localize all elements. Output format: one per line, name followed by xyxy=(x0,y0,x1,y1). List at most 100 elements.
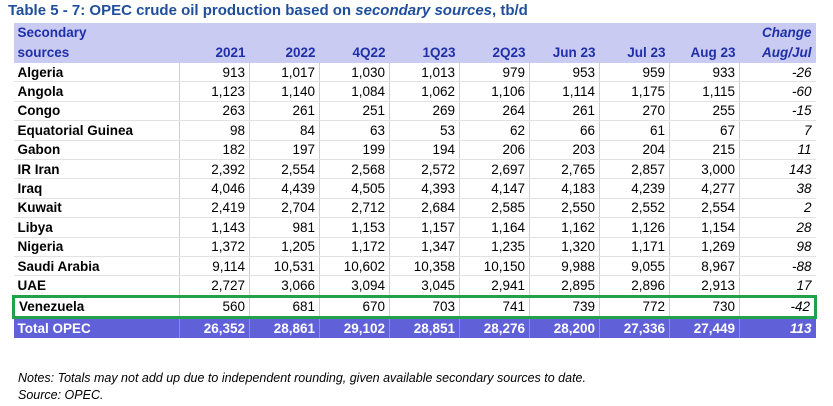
header-label-line1: Secondary xyxy=(13,23,180,42)
production-table: Secondary Change sources 2021 2022 4Q22 … xyxy=(12,23,817,339)
total-cell: 27,449 xyxy=(669,317,740,339)
value-cell: 1,347 xyxy=(389,237,460,257)
value-cell: 3,045 xyxy=(389,275,460,297)
row-label: Equatorial Guinea xyxy=(13,120,180,141)
column-header: 4Q22 xyxy=(319,42,390,63)
value-cell: 84 xyxy=(249,120,320,141)
title-main: Table 5 - 7: OPEC crude oil production b… xyxy=(8,2,356,19)
value-cell: 2,554 xyxy=(669,198,740,219)
total-cell: 29,102 xyxy=(319,317,390,339)
value-cell: 215 xyxy=(669,140,740,160)
value-cell: 269 xyxy=(389,101,460,122)
table-row: Equatorial Guinea 98 84 63 53 62 66 61 67 7 xyxy=(13,120,816,141)
row-label: Angola xyxy=(13,81,180,102)
value-cell: 1,171 xyxy=(599,237,670,257)
value-cell: 979 xyxy=(459,63,530,83)
value-cell: 1,143 xyxy=(179,217,250,238)
value-cell: 2,765 xyxy=(529,159,600,180)
header-row-1: Secondary Change xyxy=(13,23,816,42)
table-row: Gabon 182 197 199 194 206 203 204 215 11 xyxy=(13,140,816,160)
value-cell: 1,320 xyxy=(529,237,600,257)
value-cell: 1,162 xyxy=(529,217,600,238)
table-row: Saudi Arabia 9,114 10,531 10,602 10,358 10,15… xyxy=(13,256,816,277)
value-cell: 2,941 xyxy=(459,275,530,297)
value-cell: 98 xyxy=(179,120,250,141)
row-label: Venezuela xyxy=(12,294,180,320)
value-cell: 264 xyxy=(459,101,530,122)
value-cell: 681 xyxy=(249,294,320,320)
value-cell: 2,895 xyxy=(529,275,600,297)
column-header: 2Q23 xyxy=(459,42,530,63)
value-cell: 61 xyxy=(599,120,670,141)
value-cell: 1,154 xyxy=(669,217,740,238)
value-cell: 1,013 xyxy=(389,63,460,83)
value-cell: 3,066 xyxy=(249,275,320,297)
value-cell: 953 xyxy=(529,63,600,83)
value-cell: 2,896 xyxy=(599,275,670,297)
header-change-line1: Change xyxy=(739,23,816,42)
row-label: Gabon xyxy=(13,140,180,160)
value-cell: 4,505 xyxy=(319,178,390,199)
value-cell: 772 xyxy=(599,294,670,320)
value-cell: 9,988 xyxy=(529,256,600,277)
table-title: Table 5 - 7: OPEC crude oil production b… xyxy=(8,2,528,19)
table-row: Libya 1,143 981 1,153 1,157 1,164 1,162 1,126 1,… xyxy=(13,217,816,238)
value-cell: 703 xyxy=(389,294,460,320)
value-cell: 53 xyxy=(389,120,460,141)
value-cell: 1,172 xyxy=(319,237,390,257)
value-cell: 2,684 xyxy=(389,198,460,219)
value-cell: 2,697 xyxy=(459,159,530,180)
value-cell: 10,358 xyxy=(389,256,460,277)
title-suffix: , tb/d xyxy=(492,2,528,19)
total-row: Total OPEC 26,352 28,861 29,102 28,851 2… xyxy=(13,317,816,339)
change-cell: -15 xyxy=(739,101,816,122)
table-row: Kuwait 2,419 2,704 2,712 2,684 2,585 2,550 2,55… xyxy=(13,198,816,219)
value-cell: 194 xyxy=(389,140,460,160)
value-cell: 1,164 xyxy=(459,217,530,238)
table-row: Venezuela 560 681 670 703 741 739 772 730 -42 xyxy=(12,294,817,320)
row-label: Nigeria xyxy=(13,237,180,257)
value-cell: 1,030 xyxy=(319,63,390,83)
value-cell: 959 xyxy=(599,63,670,83)
value-cell: 182 xyxy=(179,140,250,160)
row-label: UAE xyxy=(13,275,180,297)
value-cell: 1,235 xyxy=(459,237,530,257)
value-cell: 2,913 xyxy=(669,275,740,297)
value-cell: 9,114 xyxy=(179,256,250,277)
value-cell: 197 xyxy=(249,140,320,160)
table-notes: Notes: Totals may not add up due to inde… xyxy=(18,370,586,404)
total-cell: 28,861 xyxy=(249,317,320,339)
value-cell: 1,062 xyxy=(389,81,460,102)
change-cell: 143 xyxy=(739,159,816,180)
total-label: Total OPEC xyxy=(13,317,180,339)
value-cell: 1,115 xyxy=(669,81,740,102)
table-row: Iraq 4,046 4,439 4,505 4,393 4,147 4,183 4,239 4… xyxy=(13,178,816,199)
value-cell: 62 xyxy=(459,120,530,141)
row-label: IR Iran xyxy=(13,159,180,180)
value-cell: 2,727 xyxy=(179,275,250,297)
value-cell: 9,055 xyxy=(599,256,670,277)
value-cell: 2,712 xyxy=(319,198,390,219)
change-cell: -88 xyxy=(739,256,816,277)
value-cell: 2,419 xyxy=(179,198,250,219)
value-cell: 8,967 xyxy=(669,256,740,277)
title-emphasis: secondary sources xyxy=(355,2,493,19)
table-footer: Total OPEC 26,352 28,861 29,102 28,851 2… xyxy=(13,317,816,339)
value-cell: 2,552 xyxy=(599,198,670,219)
total-cell: 28,200 xyxy=(529,317,600,339)
value-cell: 4,183 xyxy=(529,178,600,199)
value-cell: 270 xyxy=(599,101,670,122)
value-cell: 204 xyxy=(599,140,670,160)
value-cell: 741 xyxy=(459,294,530,320)
value-cell: 2,554 xyxy=(249,159,320,180)
value-cell: 1,372 xyxy=(179,237,250,257)
value-cell: 4,046 xyxy=(179,178,250,199)
value-cell: 10,602 xyxy=(319,256,390,277)
value-cell: 63 xyxy=(319,120,390,141)
notes-line: Notes: Totals may not add up due to inde… xyxy=(18,371,586,385)
column-header: Jun 23 xyxy=(529,42,600,63)
change-cell: 98 xyxy=(739,237,816,257)
value-cell: 4,239 xyxy=(599,178,670,199)
row-label: Iraq xyxy=(13,178,180,199)
column-header: 2022 xyxy=(249,42,320,63)
